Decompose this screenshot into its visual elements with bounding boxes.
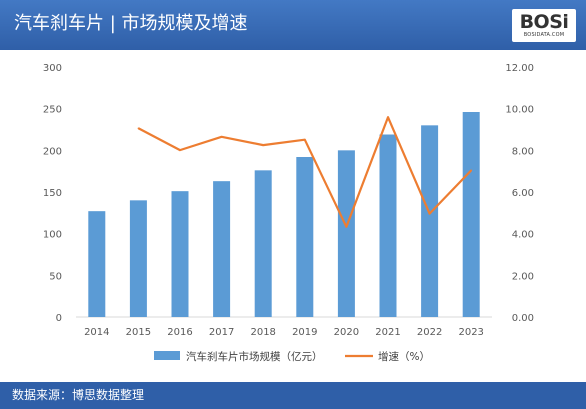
- growth-point: [262, 144, 265, 146]
- growth-point: [179, 149, 181, 151]
- x-tick-label: 2023: [458, 327, 483, 338]
- x-tick-label: 2015: [126, 327, 151, 338]
- growth-point: [345, 225, 348, 228]
- y-left-tick-label: 200: [43, 146, 62, 157]
- y-left-tick-label: 250: [43, 105, 62, 116]
- brand-logo: BOSi BOSIDATA.COM: [512, 9, 576, 42]
- legend-label-line: 增速（%）: [378, 350, 430, 363]
- legend-swatch-bar: [154, 351, 180, 360]
- legend-label-bar: 汽车刹车片市场规模（亿元）: [186, 350, 323, 363]
- x-tick-label: 2021: [375, 327, 400, 338]
- growth-point: [387, 116, 389, 119]
- bar: [296, 157, 314, 317]
- y-right-tick-label: 12.00: [505, 63, 534, 74]
- y-left-tick-label: 0: [56, 313, 62, 324]
- bar: [171, 191, 189, 317]
- growth-point: [428, 212, 431, 215]
- data-source: 数据来源：博思数据整理: [12, 388, 145, 402]
- bar: [379, 134, 397, 317]
- y-right-tick-label: 8.00: [512, 146, 534, 157]
- y-right-tick-label: 0.00: [512, 313, 534, 324]
- y-right-tick-label: 2.00: [512, 271, 534, 282]
- market-size-chart: 0 50 100 150 200 250 300 0.00 2.00 4.00 6.00 8.00 10…: [43, 63, 534, 363]
- x-tick-label: 2018: [250, 327, 275, 338]
- y-left-tick-label: 150: [43, 188, 62, 199]
- growth-point: [304, 138, 306, 141]
- growth-point: [470, 169, 473, 172]
- bar: [213, 181, 231, 317]
- header-bar: 汽车刹车片 | 市场规模及增速 BOSi BOSIDATA.COM: [0, 0, 586, 50]
- bar: [337, 150, 355, 317]
- logo-text: BOSi: [519, 11, 569, 33]
- page-title: 汽车刹车片 | 市场规模及增速: [14, 13, 248, 34]
- footer-bar: 数据来源：博思数据整理: [0, 382, 586, 409]
- growth-point: [137, 127, 140, 130]
- y-right-tick-label: 10.00: [505, 105, 534, 116]
- y-right-tick-label: 4.00: [512, 230, 534, 241]
- growth-point: [220, 135, 223, 138]
- y-left-tick-label: 100: [43, 230, 62, 241]
- bar: [421, 125, 439, 317]
- x-tick-label: 2014: [84, 327, 109, 338]
- x-tick-label: 2017: [209, 327, 234, 338]
- bar: [129, 200, 147, 317]
- logo-subtext: BOSIDATA.COM: [523, 32, 565, 38]
- x-tick-label: 2019: [292, 327, 317, 338]
- y-left-tick-label: 50: [49, 271, 62, 282]
- x-tick-label: 2016: [167, 327, 192, 338]
- bar: [254, 170, 272, 317]
- y-left-tick-label: 300: [43, 63, 62, 74]
- x-tick-label: 2022: [417, 327, 442, 338]
- y-right-tick-label: 6.00: [512, 188, 534, 199]
- bar: [462, 112, 480, 317]
- bar: [88, 211, 106, 317]
- x-tick-label: 2020: [334, 327, 359, 338]
